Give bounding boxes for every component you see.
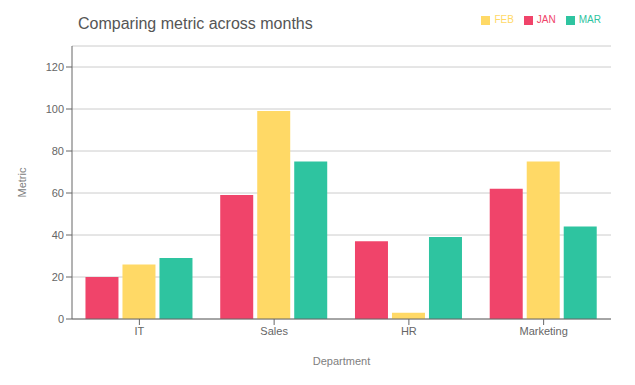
svg-text:Marketing: Marketing	[519, 325, 567, 337]
svg-text:80: 80	[52, 145, 64, 157]
svg-text:IT: IT	[134, 325, 144, 337]
svg-text:Sales: Sales	[260, 325, 288, 337]
svg-text:0: 0	[58, 313, 64, 325]
svg-text:60: 60	[52, 187, 64, 199]
html-text:JAN: JAN	[536, 14, 556, 25]
svg-text:100: 100	[46, 103, 64, 115]
svg-text:Metric: Metric	[16, 167, 28, 197]
svg-text:40: 40	[52, 229, 64, 241]
svg-text:120: 120	[46, 61, 64, 73]
html-text:MAR: MAR	[578, 14, 601, 25]
html-text:Comparing metric across months: Comparing metric across months	[78, 15, 313, 32]
svg-text:20: 20	[52, 271, 64, 283]
html-text:FEB: FEB	[494, 14, 514, 25]
svg-text:Department: Department	[313, 355, 370, 367]
svg-text:HR: HR	[401, 325, 417, 337]
